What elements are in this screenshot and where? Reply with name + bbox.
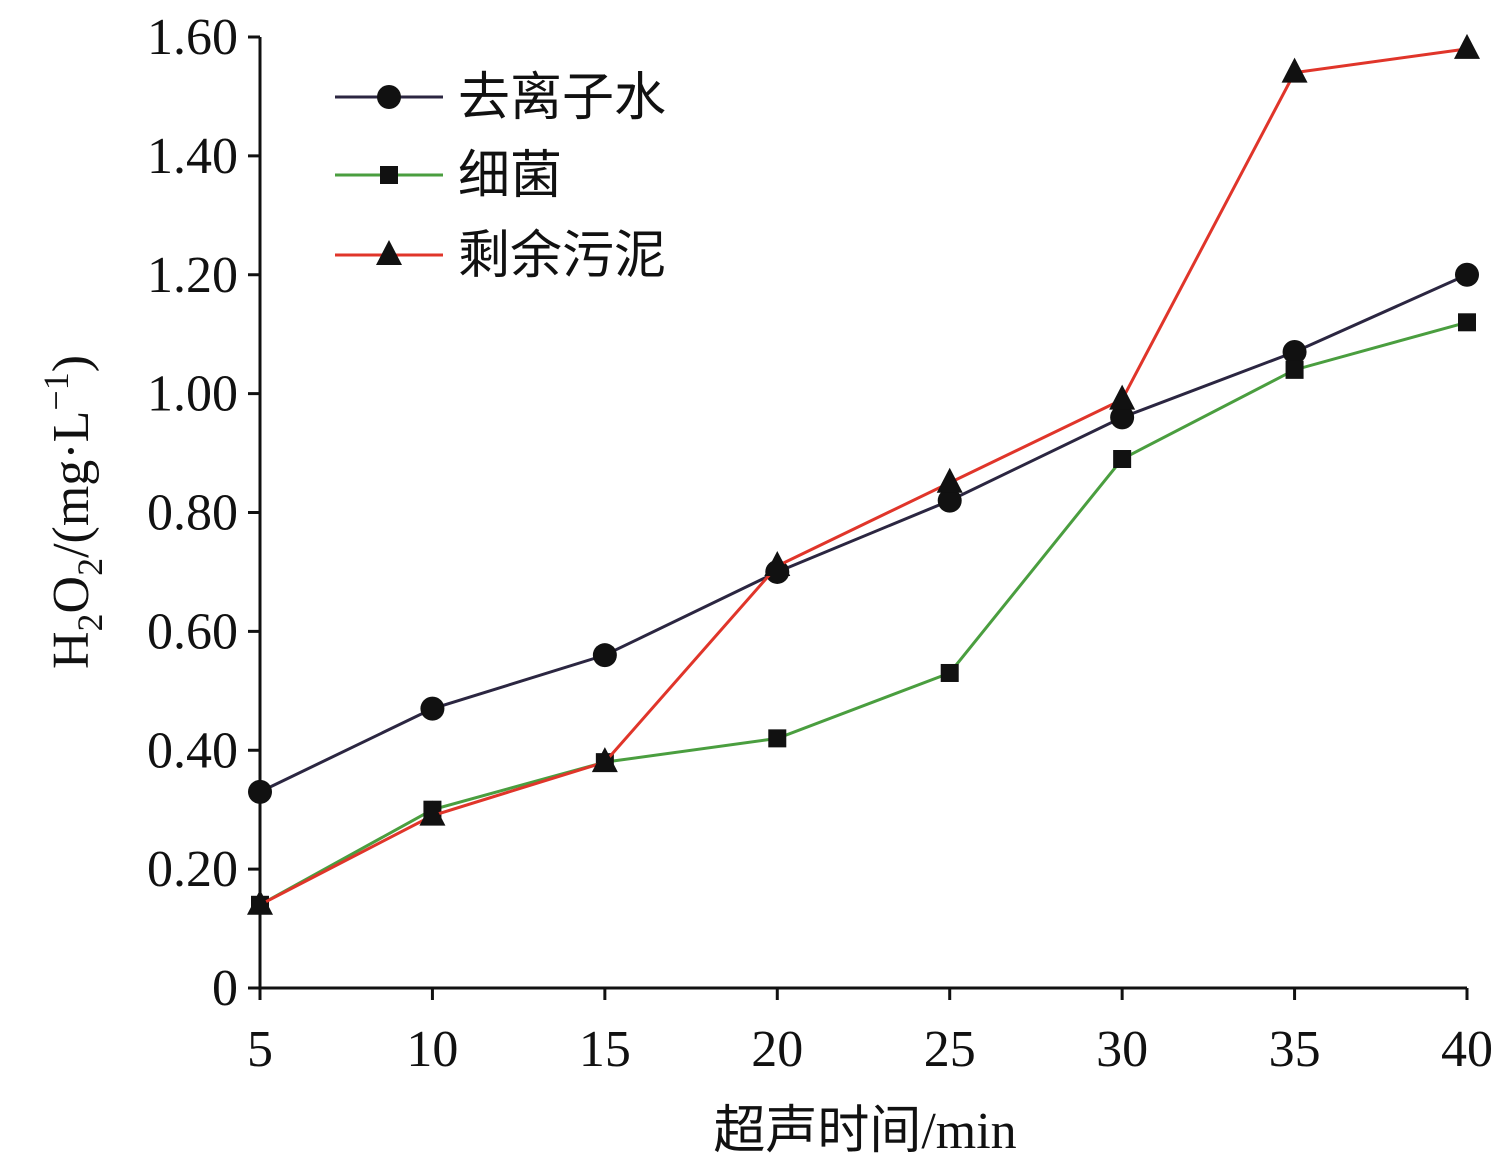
y-tick-label: 1.60: [147, 9, 238, 66]
legend-label: 剩余污泥: [458, 228, 666, 285]
triangle-marker: [1454, 33, 1480, 59]
y-tick-label: 1.20: [147, 247, 238, 304]
square-marker: [940, 663, 959, 682]
y-tick-label: 0.40: [147, 722, 238, 779]
circle-marker: [1455, 262, 1479, 287]
square-marker: [1285, 360, 1304, 379]
legend-label: 去离子水: [458, 70, 666, 127]
x-tick-label: 35: [1269, 1021, 1321, 1078]
triangle-marker: [419, 800, 446, 826]
square-marker: [380, 166, 398, 184]
x-tick-label: 5: [247, 1021, 273, 1078]
series-line: [259, 273, 1468, 794]
y-tick-label: 0.20: [147, 841, 238, 898]
legend-label: 细菌: [458, 148, 562, 205]
circle-marker: [420, 696, 445, 721]
x-tick-label: 25: [924, 1021, 976, 1078]
series-triangle: [247, 33, 1480, 915]
circle-marker: [1110, 405, 1135, 430]
series-group: [247, 33, 1480, 915]
y-tick-label: 1.00: [147, 366, 238, 423]
series-line: [259, 320, 1468, 907]
y-tick-label: 1.40: [147, 128, 238, 185]
x-tick-label: 10: [406, 1021, 458, 1078]
circle-marker: [937, 488, 962, 513]
series-circle: [248, 262, 1479, 804]
y-tick-label: 0.60: [147, 603, 238, 660]
y-tick-label: 0.80: [147, 485, 238, 542]
triangle-marker: [376, 240, 402, 265]
x-tick-label: 15: [579, 1021, 631, 1078]
triangle-marker: [1281, 57, 1308, 83]
x-tick-label: 30: [1096, 1021, 1148, 1078]
triangle-marker: [764, 550, 791, 576]
square-marker: [768, 729, 787, 748]
circle-marker: [377, 85, 401, 109]
x-tick-label: 40: [1441, 1021, 1493, 1078]
circle-marker: [1282, 340, 1307, 365]
circle-marker: [248, 779, 272, 804]
x-axis-title: 超声时间/min: [713, 1103, 1016, 1160]
triangle-marker: [1109, 384, 1136, 410]
triangle-marker: [591, 747, 618, 773]
square-marker: [1458, 313, 1476, 332]
legend-item: 剩余污泥: [335, 228, 666, 285]
axes: 0 0.20 0.40 0.60 0.80 1.00 1.20 1.40 1.60 5 10 15 20…: [147, 9, 1493, 1078]
legend-item: 去离子水: [335, 70, 666, 127]
legend-item: 细菌: [335, 148, 562, 205]
triangle-marker: [936, 467, 963, 493]
y-tick-label: 0: [212, 960, 238, 1017]
circle-marker: [592, 643, 617, 668]
series-line: [259, 47, 1468, 907]
triangle-marker: [247, 889, 273, 915]
square-marker: [1113, 450, 1132, 469]
x-tick-label: 20: [751, 1021, 803, 1078]
y-axis-title: H2O2/(mg·L−1): [36, 355, 110, 669]
